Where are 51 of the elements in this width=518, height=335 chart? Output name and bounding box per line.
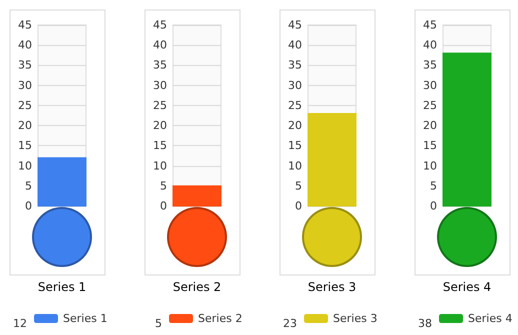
y-tick-label: 40 xyxy=(423,38,437,52)
y-tick-label: 0 xyxy=(25,200,32,212)
y-tick-label: 45 xyxy=(288,18,302,32)
y-tick-label: 15 xyxy=(423,139,437,152)
y-tick-label: 40 xyxy=(18,38,32,52)
text: 38 xyxy=(418,317,432,330)
y-tick-label: 30 xyxy=(288,78,302,92)
y-tick-label: 25 xyxy=(18,98,32,112)
text: 23 xyxy=(283,317,298,330)
y-tick-label: 5 xyxy=(295,179,302,192)
y-tick-label: 35 xyxy=(18,58,32,72)
y-tick-label: 45 xyxy=(18,18,32,32)
y-tick-label: 10 xyxy=(18,159,32,172)
y-tick-label: 30 xyxy=(18,78,32,92)
y-tick-label: 5 xyxy=(160,179,167,192)
y-tick-label: 20 xyxy=(153,119,167,132)
y-tick-label: 0 xyxy=(430,200,437,212)
y-tick-label: 5 xyxy=(430,179,437,192)
y-tick-label: 25 xyxy=(423,98,437,112)
y-tick-label: 30 xyxy=(153,78,167,92)
y-tick-label: 30 xyxy=(423,78,437,92)
y-tick-label: 20 xyxy=(423,119,437,132)
y-tick-label: 45 xyxy=(153,18,167,32)
y-tick-label: 20 xyxy=(288,119,302,132)
y-tick-label: 15 xyxy=(153,139,167,152)
y-tick-label: 10 xyxy=(288,159,302,172)
legend-label: Series 2 xyxy=(198,312,242,325)
y-tick-label: 5 xyxy=(25,179,32,192)
text: 12 xyxy=(13,317,28,330)
x-tick-label: Series 4 xyxy=(442,280,492,294)
y-tick-label: 45 xyxy=(423,18,437,32)
y-tick-label: 10 xyxy=(153,159,167,172)
legend-label: Series 1 xyxy=(63,312,108,325)
y-tick-label: 35 xyxy=(153,58,167,72)
y-tick-label: 40 xyxy=(153,38,167,52)
y-tick-label: 0 xyxy=(160,200,167,212)
y-tick-label: 35 xyxy=(288,58,302,72)
y-tick-label: 15 xyxy=(288,139,302,152)
y-tick-label: 20 xyxy=(18,119,32,132)
x-tick-label: Series 2 xyxy=(172,280,222,294)
y-tick-label: 25 xyxy=(288,98,302,112)
x-tick-label: Series 1 xyxy=(38,280,86,294)
y-tick-label: 10 xyxy=(423,159,437,172)
y-tick-label: 35 xyxy=(423,58,437,72)
y-tick-label: 25 xyxy=(153,98,167,112)
x-tick-label: Series 3 xyxy=(308,280,356,294)
legend-label: Series 4 xyxy=(468,312,512,325)
y-tick-label: 40 xyxy=(288,38,302,52)
y-tick-label: 0 xyxy=(295,200,302,212)
legend-label: Series 3 xyxy=(333,312,378,325)
y-tick-label: 15 xyxy=(18,139,32,152)
